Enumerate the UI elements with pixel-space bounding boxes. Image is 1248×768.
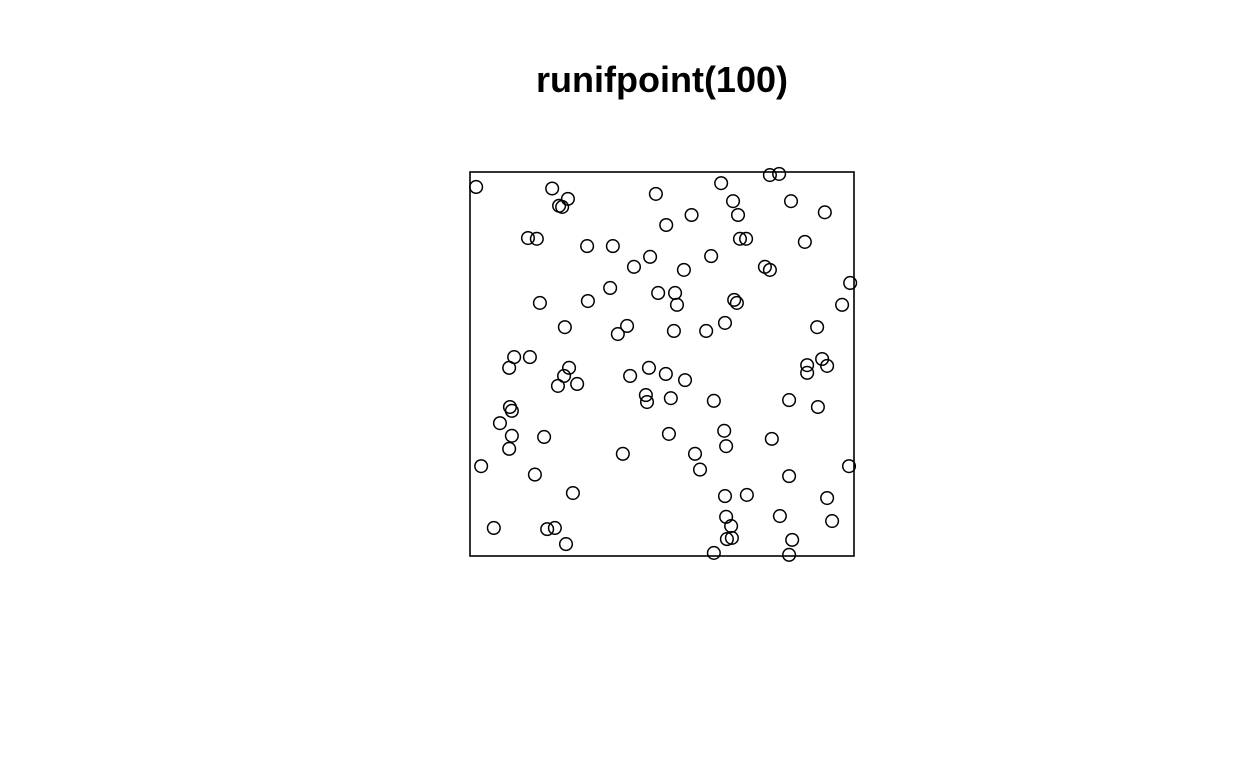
data-point-82 (782, 469, 797, 484)
data-point-92 (486, 520, 501, 536)
data-point-39 (557, 320, 572, 335)
data-point-49 (562, 360, 577, 375)
data-point-5 (555, 199, 570, 214)
data-point-11 (817, 205, 832, 220)
data-point-57 (638, 388, 653, 403)
data-point-93 (540, 522, 555, 537)
data-point-38 (835, 297, 850, 312)
data-point-100 (782, 547, 797, 562)
data-point-29 (843, 275, 858, 291)
data-point-75 (764, 431, 779, 446)
data-point-32 (668, 285, 683, 301)
data-point-13 (730, 207, 746, 223)
data-point-15 (684, 207, 699, 223)
data-point-81 (527, 467, 542, 482)
data-point-10 (783, 194, 799, 209)
data-point-99 (785, 532, 800, 547)
data-point-70 (504, 428, 519, 443)
data-point-24 (643, 249, 658, 264)
data-point-87 (820, 490, 835, 506)
data-point-22 (797, 234, 812, 249)
data-point-84 (565, 485, 580, 501)
data-point-94 (547, 520, 562, 536)
data-point-44 (717, 315, 733, 330)
data-point-9 (772, 166, 787, 181)
data-point-95 (558, 537, 574, 552)
data-point-26 (676, 262, 691, 277)
data-point-63 (800, 365, 815, 380)
data-point-50 (557, 368, 572, 383)
data-point-45 (810, 320, 825, 335)
data-point-52 (550, 378, 565, 393)
data-point-59 (663, 391, 678, 406)
data-point-7 (714, 176, 729, 191)
data-point-21 (732, 231, 748, 246)
data-point-97 (724, 530, 739, 546)
data-point-77 (615, 446, 630, 461)
data-point-6 (648, 186, 663, 201)
data-point-51 (570, 376, 585, 392)
observation-window-border (469, 171, 855, 557)
data-point-79 (692, 462, 708, 477)
data-point-66 (820, 358, 835, 373)
data-point-33 (580, 293, 595, 309)
data-point-74 (719, 439, 734, 454)
data-point-91 (825, 514, 840, 529)
data-point-80 (474, 459, 489, 474)
data-point-76 (502, 441, 517, 456)
points-layer (469, 166, 858, 562)
data-point-85 (717, 489, 733, 504)
data-point-16 (659, 217, 674, 233)
data-point-90 (772, 509, 787, 524)
data-point-54 (641, 360, 656, 375)
data-point-72 (661, 426, 676, 441)
data-point-78 (687, 446, 703, 461)
data-point-69 (492, 416, 508, 431)
data-point-17 (529, 231, 544, 246)
data-point-58 (639, 394, 655, 410)
data-point-28 (762, 262, 777, 277)
data-point-56 (677, 373, 693, 388)
data-point-86 (739, 487, 754, 502)
data-point-34 (532, 295, 547, 310)
data-point-8 (762, 168, 777, 183)
data-point-35 (669, 297, 685, 312)
data-point-42 (666, 323, 681, 339)
data-point-83 (841, 459, 857, 474)
data-point-55 (658, 366, 673, 382)
data-point-23 (704, 249, 719, 264)
data-point-36 (727, 292, 742, 307)
data-point-96 (719, 532, 734, 547)
data-point-98 (706, 545, 721, 560)
data-point-71 (537, 429, 552, 445)
data-point-68 (504, 403, 519, 418)
data-point-37 (729, 295, 744, 310)
data-point-41 (610, 327, 625, 342)
chart-title: runifpoint(100) (536, 59, 788, 100)
data-point-18 (520, 231, 536, 246)
data-point-47 (522, 350, 537, 365)
data-point-61 (782, 393, 797, 408)
data-point-31 (651, 285, 666, 301)
data-point-40 (620, 318, 635, 334)
data-point-25 (626, 259, 642, 274)
data-point-73 (717, 423, 732, 438)
data-point-20 (605, 239, 620, 254)
data-point-43 (699, 323, 714, 339)
data-point-30 (603, 280, 618, 296)
data-point-2 (545, 181, 560, 196)
data-point-48 (502, 360, 517, 375)
data-point-60 (706, 393, 721, 408)
data-point-64 (800, 358, 815, 373)
data-point-12 (725, 194, 741, 209)
data-point-14 (739, 231, 754, 246)
data-point-53 (623, 368, 638, 383)
data-point-62 (810, 399, 825, 415)
data-point-19 (580, 239, 595, 254)
data-point-1 (469, 179, 484, 195)
